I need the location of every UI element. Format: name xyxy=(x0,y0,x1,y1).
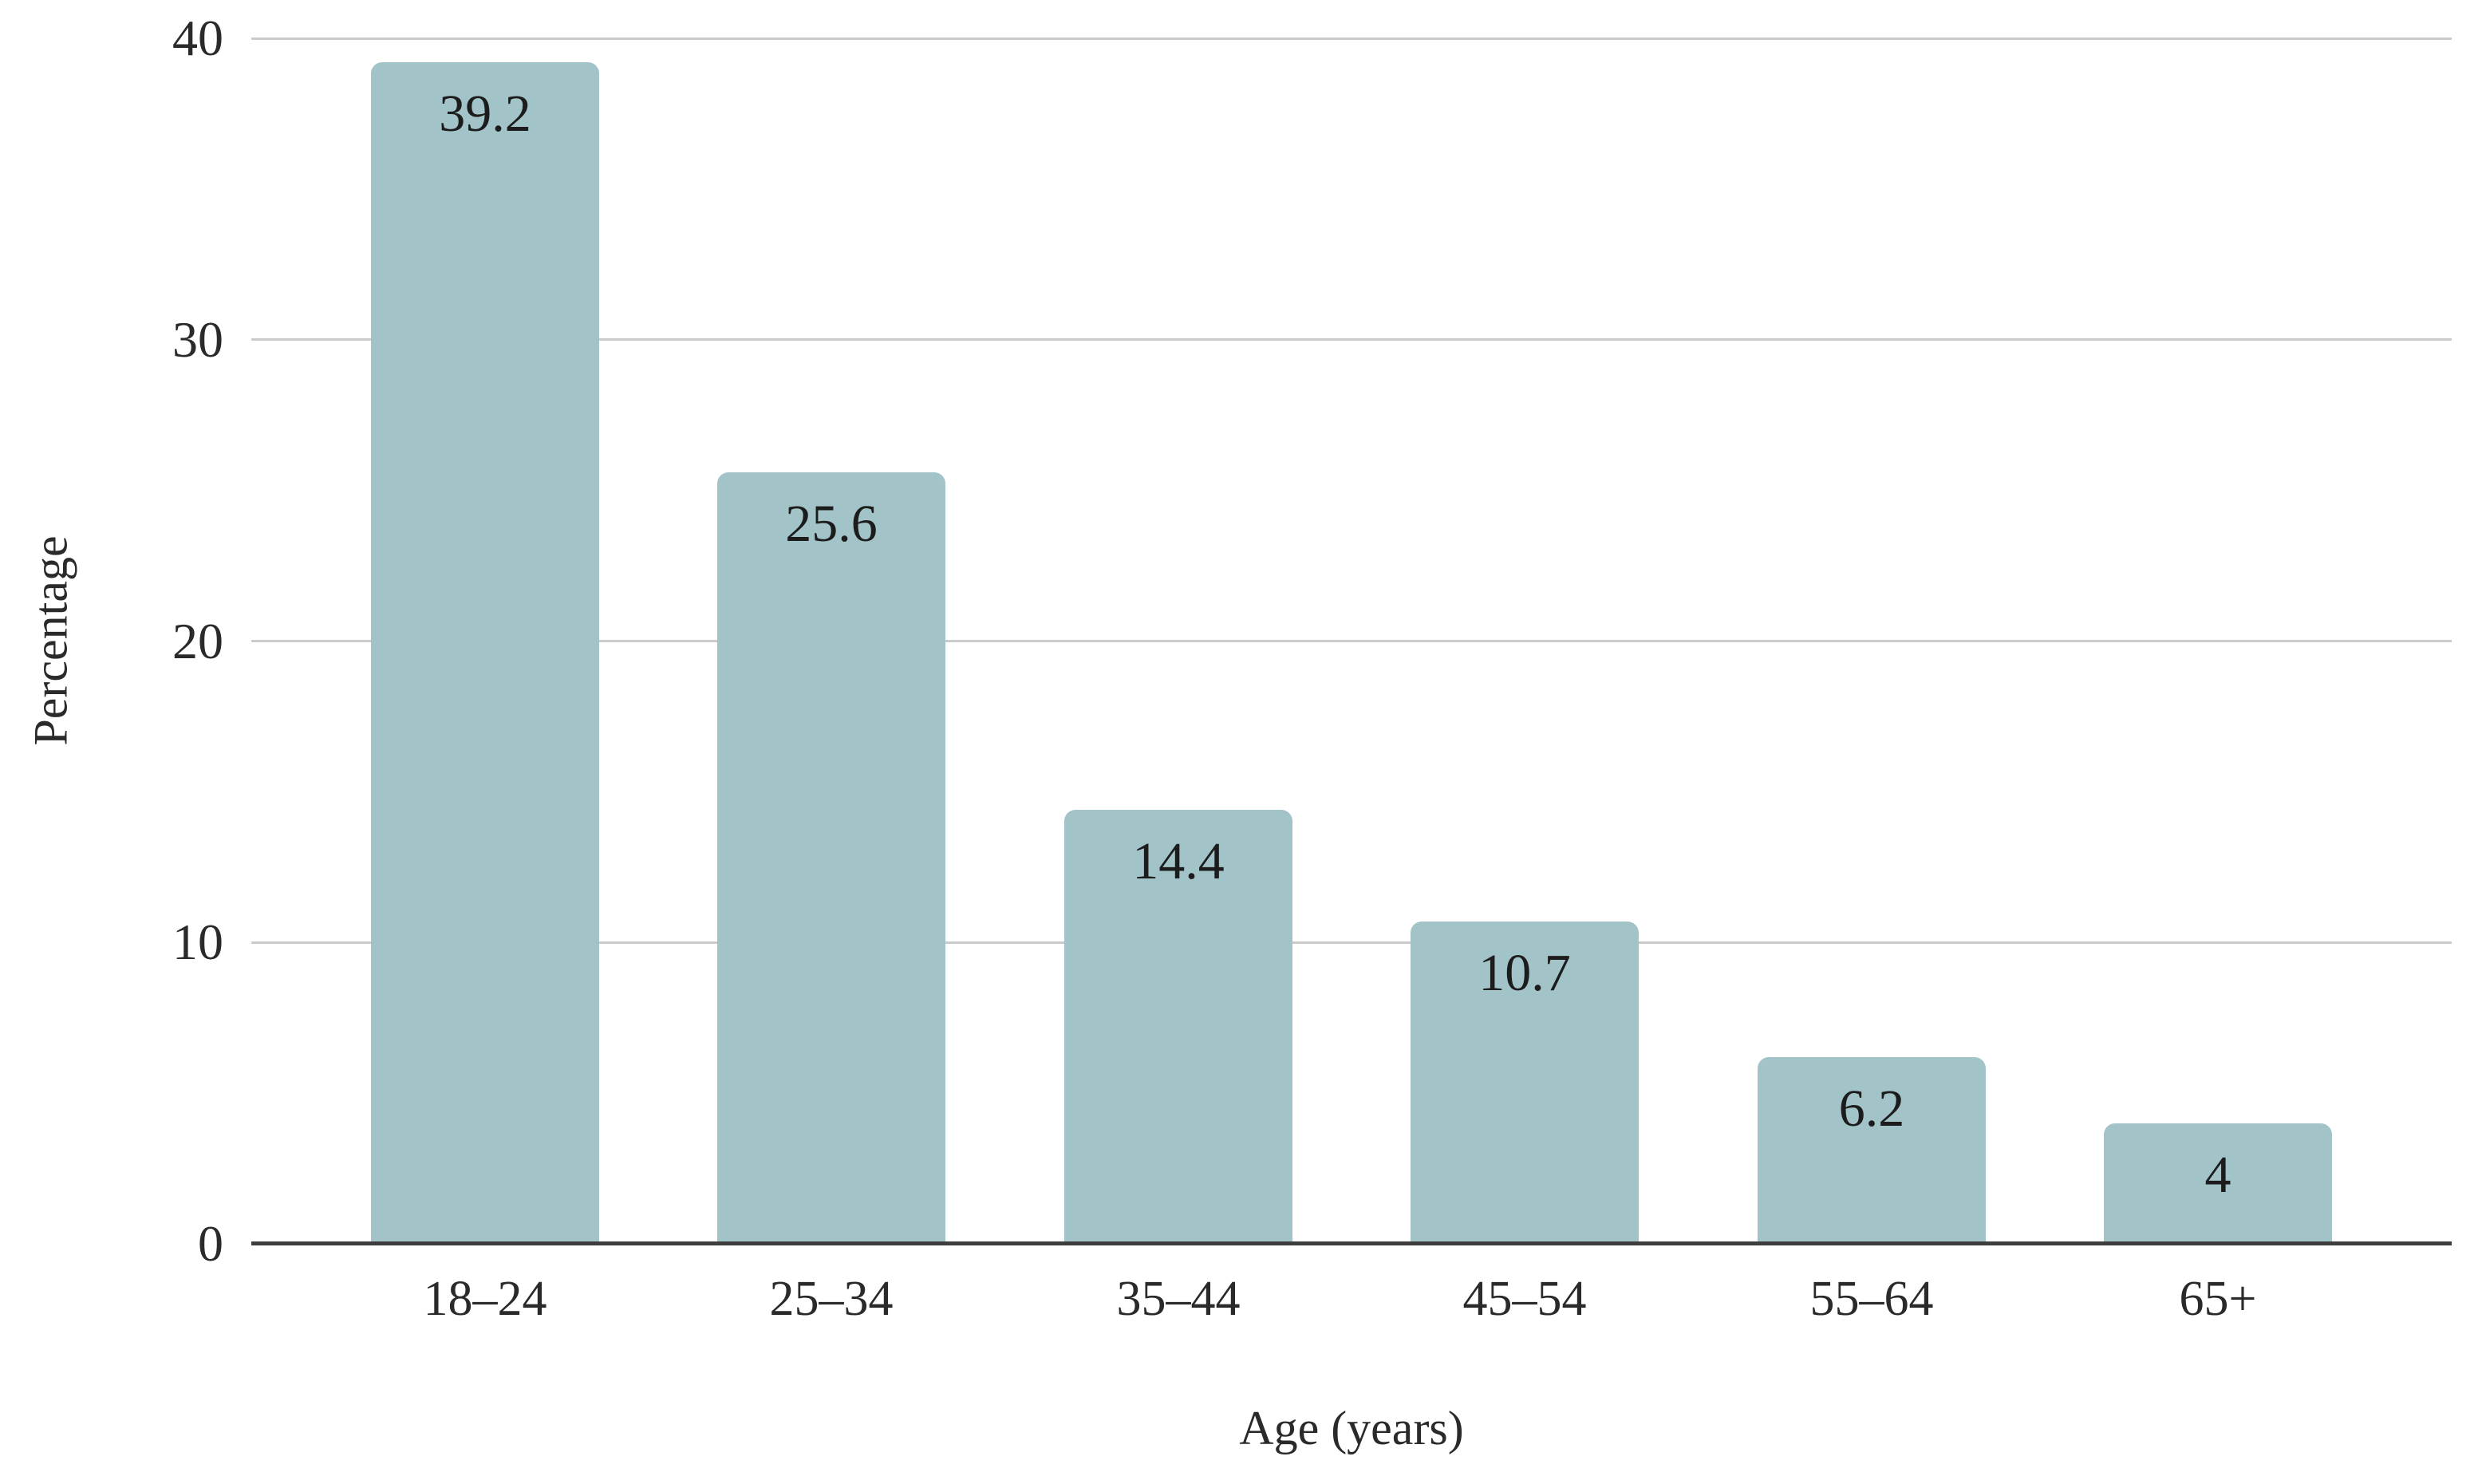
bar-65+: 4 xyxy=(2104,1123,2332,1244)
bar-18–24: 39.2 xyxy=(371,62,599,1244)
bar-55–64: 6.2 xyxy=(1758,1057,1986,1244)
bar-value-label: 14.4 xyxy=(1132,832,1225,890)
x-tick-label-65+: 65+ xyxy=(2179,1272,2257,1326)
y-tick-label-30: 30 xyxy=(172,310,223,368)
bar-value-label: 25.6 xyxy=(785,495,878,553)
x-tick-label-35–44: 35–44 xyxy=(1116,1272,1241,1326)
bar-value-label: 10.7 xyxy=(1478,944,1571,1002)
gridline-30 xyxy=(251,338,2452,341)
y-tick-label-0: 0 xyxy=(198,1215,223,1272)
plot-area: 39.2 25.6 14.4 10.7 6.2 4 xyxy=(251,37,2452,1244)
x-axis-line xyxy=(251,1241,2452,1245)
y-tick-label-10: 10 xyxy=(172,914,223,971)
bar-45–54: 10.7 xyxy=(1411,922,1639,1244)
x-tick-label-25–34: 25–34 xyxy=(769,1272,894,1326)
x-axis-title: Age (years) xyxy=(1239,1402,1464,1454)
x-tick-label-18–24: 18–24 xyxy=(423,1272,547,1326)
x-tick-label-55–64: 55–64 xyxy=(1809,1272,1934,1326)
bar-value-label: 39.2 xyxy=(439,85,531,143)
y-tick-label-20: 20 xyxy=(172,612,223,669)
bar-value-label: 4 xyxy=(2204,1146,2231,1204)
gridline-20 xyxy=(251,640,2452,642)
gridline-10 xyxy=(251,941,2452,944)
bar-25–34: 25.6 xyxy=(717,472,945,1244)
bar-value-label: 6.2 xyxy=(1838,1079,1905,1138)
y-tick-label-40: 40 xyxy=(172,10,223,66)
bar-35–44: 14.4 xyxy=(1064,810,1292,1244)
gridline-40 xyxy=(251,37,2452,40)
x-tick-label-45–54: 45–54 xyxy=(1462,1272,1587,1326)
